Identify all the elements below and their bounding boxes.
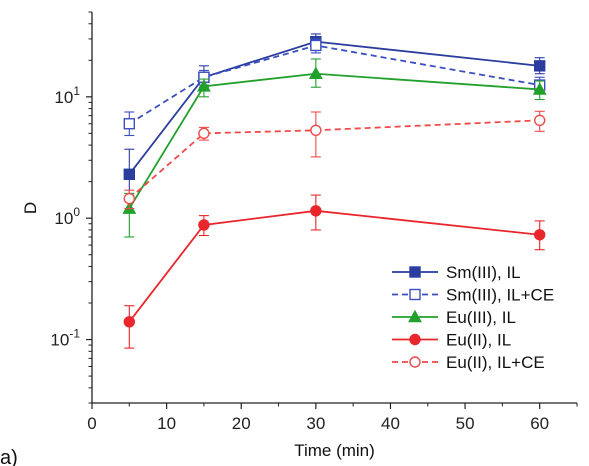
x-tick-label: 10 (157, 414, 176, 433)
legend-label: Eu(III), IL (446, 308, 516, 327)
data-point (533, 60, 546, 72)
series-line (128, 72, 540, 210)
data-point (308, 66, 323, 80)
series-5 (123, 110, 546, 210)
y-tick-label: 101 (54, 84, 80, 107)
series-2 (123, 38, 546, 137)
legend-item: Sm(III), IL+CE (392, 286, 554, 305)
legend-label: Sm(III), IL+CE (446, 286, 554, 305)
data-point (198, 219, 210, 231)
series-line (128, 44, 540, 125)
data-point (533, 229, 546, 241)
legend-item: Eu(II), IL+CE (392, 353, 545, 372)
x-tick-label: 30 (306, 414, 325, 433)
x-tick-label: 0 (87, 414, 96, 433)
series-3 (122, 58, 547, 238)
data-point (310, 124, 322, 136)
data-point (310, 205, 322, 217)
data-point (123, 118, 136, 130)
legend-marker (408, 309, 422, 323)
y-tick-label: 10-1 (50, 327, 80, 350)
x-tick-label: 20 (232, 414, 251, 433)
legend-item: Eu(III), IL (392, 308, 516, 327)
x-tick-label: 60 (530, 414, 549, 433)
series-line (128, 40, 540, 175)
y-tick-label: 100 (54, 205, 80, 228)
y-axis-title: D (21, 202, 40, 214)
x-tick-label: 40 (381, 414, 400, 433)
legend-item: Sm(III), IL (392, 263, 521, 282)
x-axis: 0 10 20 30 40 50 60 (87, 403, 578, 433)
series-layer (122, 33, 547, 349)
data-point (198, 127, 210, 140)
legend-marker (409, 356, 421, 368)
data-point (123, 168, 136, 180)
data-point (533, 114, 546, 127)
series-line (128, 209, 540, 323)
data-point (310, 39, 322, 52)
series-line (128, 119, 540, 200)
plot-frame (91, 12, 577, 404)
x-axis-title: Time (min) (294, 441, 375, 460)
data-point (532, 82, 547, 95)
panel-label: a) (0, 447, 18, 466)
legend-marker (409, 266, 421, 278)
legend: Sm(III), IL Sm(III), IL+CE Eu(III), IL Eu(I… (392, 263, 554, 372)
y-axis: 10-1 100 101 (50, 11, 92, 404)
series-1 (123, 33, 546, 198)
series-4 (123, 194, 546, 349)
legend-item: Eu(II), IL (392, 331, 511, 350)
data-point (123, 192, 136, 205)
data-point (196, 79, 211, 92)
legend-marker (409, 333, 421, 346)
legend-label: Sm(III), IL (446, 263, 521, 282)
x-tick-label: 50 (456, 414, 475, 433)
data-point (123, 316, 136, 328)
legend-marker (409, 288, 421, 301)
legend-label: Eu(II), IL (446, 331, 511, 350)
legend-label: Eu(II), IL+CE (446, 353, 545, 372)
